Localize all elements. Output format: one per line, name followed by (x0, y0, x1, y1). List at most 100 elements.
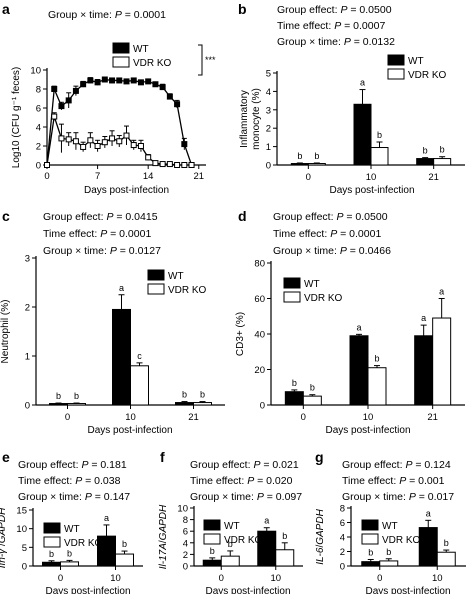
data-point-a-0-10 (116, 77, 123, 84)
data-point-a-0-2 (58, 103, 65, 110)
data-point-a-1-11 (123, 132, 130, 139)
y-tick-label-c-3: 3 (25, 254, 30, 265)
y-tick-label-g-1: 2 (340, 547, 345, 558)
data-point-a-0-5 (80, 81, 87, 88)
bar-f-1-0 (220, 555, 240, 567)
stat-line-e-1: Time effect: P = 0.038 (18, 475, 121, 487)
x-axis-title-f: Days post-infection (205, 586, 290, 594)
stat-line-g-0: Group effect: P = 0.124 (342, 459, 451, 471)
panel-label-g: g (315, 449, 324, 465)
group-letter-c-0-1: a (119, 283, 124, 293)
data-point-a-0-18 (174, 101, 181, 108)
stat-line-f-2: Group × time: P = 0.097 (190, 491, 302, 503)
bar-c-1-1 (130, 365, 149, 406)
legend-swatch-e-ko (43, 536, 61, 548)
legend-swatch-a-wt (112, 42, 130, 54)
legend-label-a-ko: VDR KO (133, 58, 172, 69)
x-tick-label-b-1: 10 (366, 172, 377, 183)
legend-label-f-ko: VDR KO (224, 535, 263, 546)
legend-label-e-wt: WT (64, 524, 80, 535)
group-letter-c-1-2: b (200, 390, 205, 400)
group-letter-c-1-0: b (74, 391, 79, 401)
data-point-a-0-15 (152, 81, 159, 88)
stat-line-c-0: Group effect: P = 0.0415 (43, 211, 158, 223)
group-letter-f-1-1: b (282, 531, 287, 541)
bar-c-1-0 (67, 403, 86, 406)
y-tick-label-b-4: 4 (266, 87, 271, 98)
x-axis-title-b: Days post-infection (329, 185, 414, 196)
y-tick-label-f-2: 4 (183, 538, 188, 549)
legend-swatch-f-wt (203, 519, 221, 531)
stat-line-c-1: Time effect: P = 0.0001 (43, 228, 151, 240)
legend-swatch-c-wt (147, 269, 165, 281)
significance-bracket-a (198, 44, 203, 76)
x-tick-label-f-0: 0 (219, 573, 224, 584)
data-point-a-0-4 (72, 87, 79, 94)
y-tick-label-e-1: 5 (22, 543, 27, 554)
y-tick-label-e-0: 0 (22, 562, 27, 573)
stat-line-c-2: Group × time: P = 0.0127 (43, 245, 161, 257)
x-axis-title-d: Days post-infection (325, 425, 410, 436)
y-tick-label-d-2: 40 (254, 330, 265, 341)
data-point-a-1-7 (94, 143, 101, 149)
y-axis-title-g: IL-6/GAPDH (315, 508, 326, 564)
group-letter-e-1-1: b (122, 539, 127, 549)
y-axis-title-f: Il-17A/GAPDH (158, 504, 169, 569)
x-tick-label-e-0: 0 (58, 573, 63, 584)
x-tick-label-g-0: 0 (377, 573, 382, 584)
bar-d-1-0 (302, 395, 322, 406)
y-tick-label-g-0: 0 (340, 562, 345, 573)
legend-label-e-ko: VDR KO (64, 538, 103, 549)
x-tick-label-b-0: 0 (306, 172, 311, 183)
x-tick-label-d-1: 10 (363, 412, 374, 423)
data-point-a-1-15 (152, 160, 159, 167)
bar-b-0-1 (353, 103, 372, 166)
y-tick-label-f-1: 2 (183, 550, 188, 561)
data-point-a-0-16 (159, 84, 166, 91)
group-letter-d-1-0: b (310, 383, 315, 393)
y-axis-title-a: Log10 (CFU g⁻¹ feces) (11, 67, 22, 168)
data-point-a-0-7 (94, 79, 101, 86)
stat-line-b-0: Group effect: P = 0.0500 (277, 4, 392, 16)
group-letter-d-1-1: b (374, 354, 379, 364)
bar-c-1-2 (193, 402, 212, 406)
x-tick-label-a-3: 21 (193, 171, 204, 182)
group-letter-d-0-0: b (292, 378, 297, 388)
panel-label-b: b (238, 1, 247, 17)
legend-label-c-wt: WT (168, 271, 184, 282)
bar-d-0-2 (414, 335, 434, 406)
group-letter-d-1-2: a (439, 287, 444, 297)
x-axis-title-e: Days post-infection (45, 586, 130, 594)
x-tick-label-c-2: 21 (188, 412, 199, 423)
y-tick-label-f-4: 8 (183, 515, 188, 526)
stat-line-d-2: Group × time: P = 0.0466 (273, 245, 391, 257)
y-tick-label-b-3: 3 (266, 105, 271, 116)
bar-b-1-0 (307, 163, 326, 166)
legend-swatch-d-ko (283, 291, 301, 303)
legend-swatch-a-ko (112, 56, 130, 68)
data-point-a-1-14 (145, 154, 152, 161)
legend-label-b-ko: VDR KO (408, 70, 447, 81)
x-tick-label-a-1: 7 (95, 171, 100, 182)
y-tick-label-a-5: 10 (30, 66, 41, 77)
group-letter-e-1-0: b (67, 548, 72, 558)
group-letter-b-0-2: b (423, 146, 428, 156)
data-point-a-1-1 (51, 113, 58, 120)
data-point-a-1-9 (109, 135, 116, 142)
y-tick-label-c-1: 1 (25, 352, 30, 363)
bar-g-0-1 (418, 527, 438, 567)
bar-d-0-0 (284, 391, 304, 406)
legend-label-b-wt: WT (408, 56, 424, 67)
panel-label-e: e (2, 449, 10, 465)
x-tick-label-c-0: 0 (65, 412, 70, 423)
group-letter-b-0-1: a (360, 78, 365, 88)
group-letter-g-0-1: a (426, 508, 431, 518)
bar-d-0-1 (349, 335, 369, 406)
data-point-a-0-12 (130, 77, 137, 84)
bar-d-1-2 (432, 317, 452, 406)
bar-g-1-1 (436, 551, 456, 567)
legend-label-a-wt: WT (133, 44, 149, 55)
stat-line-b-1: Time effect: P = 0.0007 (277, 20, 385, 32)
group-letter-f-1-0: b (228, 539, 233, 549)
legend-label-d-ko: VDR KO (304, 293, 343, 304)
